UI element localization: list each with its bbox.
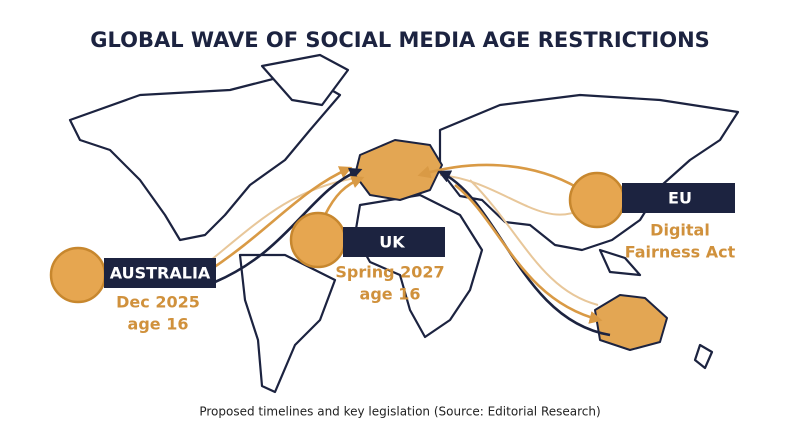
marker-detail: Fairness Act: [625, 243, 736, 262]
banner: [104, 258, 216, 288]
title: GLOBAL WAVE OF SOCIAL MEDIA AGE RESTRICT…: [90, 28, 710, 52]
marker-detail: Dec 2025: [116, 293, 200, 312]
marker-label: UK: [379, 233, 405, 252]
marker-detail: age 16: [360, 285, 421, 304]
marker-uk: UK Spring 2027 age 16: [289, 211, 445, 304]
caption: Proposed timelines and key legislation (…: [199, 405, 600, 419]
world-map: [68, 53, 740, 394]
marker-australia: AUSTRALIA Dec 2025 age 16: [49, 246, 216, 334]
banner: [622, 183, 735, 213]
marker-label: EU: [668, 189, 692, 208]
marker-dot: [289, 211, 347, 269]
marker-detail: Spring 2027: [335, 263, 444, 282]
marker-detail: Digital: [650, 221, 710, 240]
marker-dot: [568, 171, 626, 229]
marker-dot: [49, 246, 107, 304]
banner: [343, 227, 445, 257]
marker-detail: age 16: [128, 315, 189, 334]
marker-eu: EU Digital Fairness Act: [568, 171, 736, 262]
marker-label: AUSTRALIA: [110, 264, 211, 283]
